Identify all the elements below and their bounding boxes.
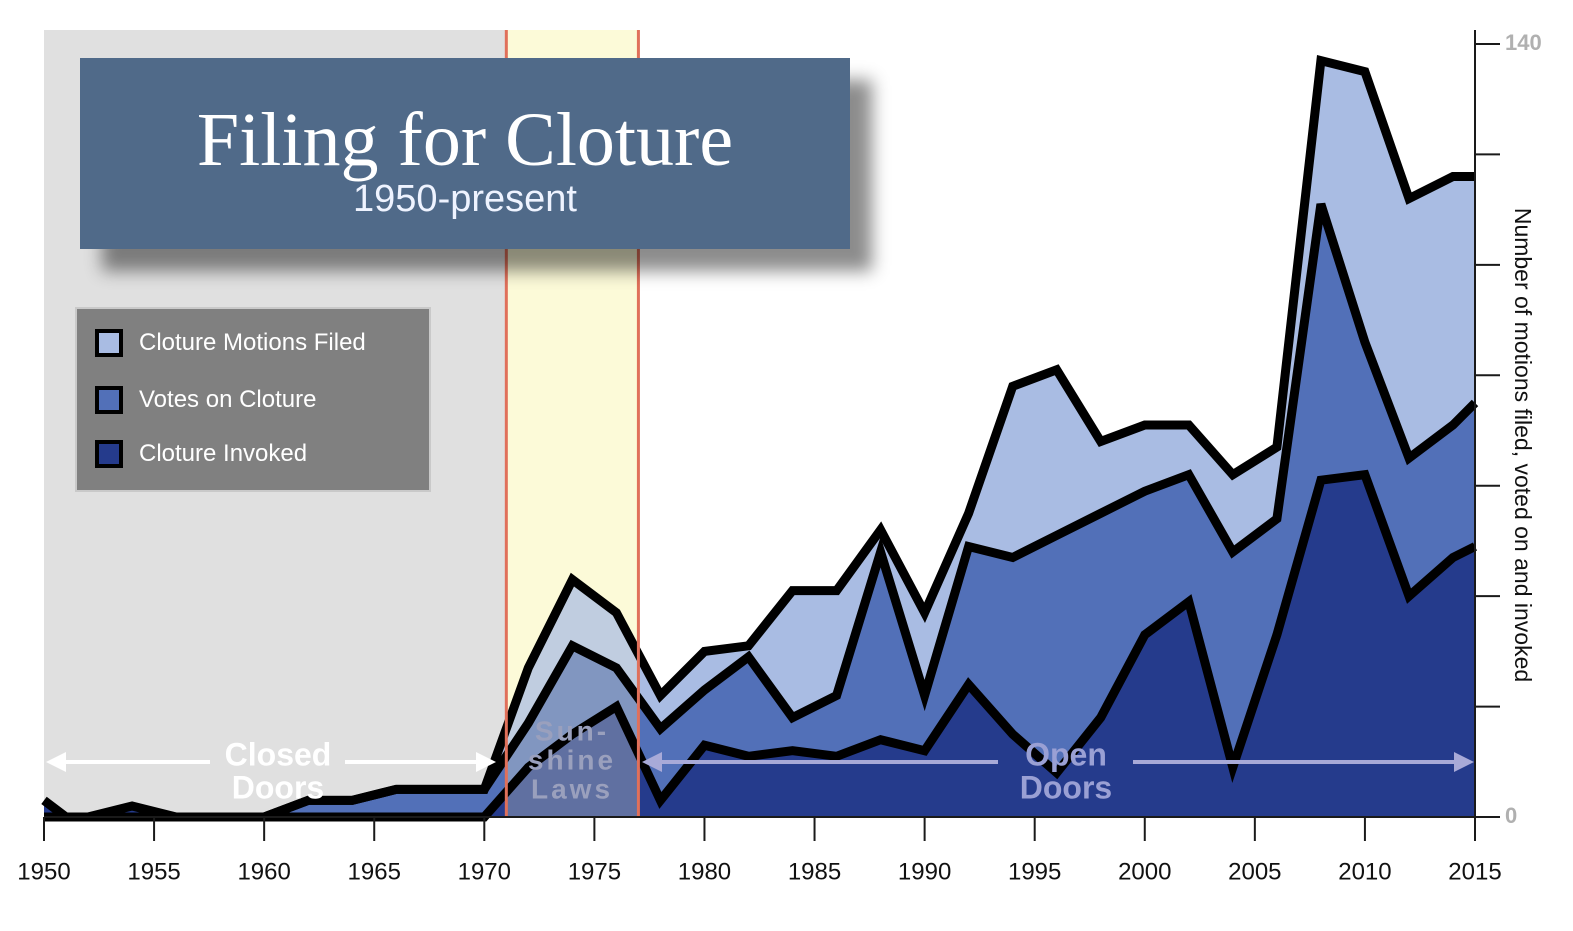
legend: Cloture Motions Filed Votes on Cloture C…	[75, 307, 431, 492]
title-box: Filing for Cloture 1950-present	[80, 58, 850, 249]
x-tick-label: 1975	[568, 858, 621, 885]
era-label-open-doors: Open	[1025, 736, 1107, 772]
x-tick-label: 2010	[1338, 858, 1391, 885]
era-label-closed-doors: Closed	[225, 736, 332, 772]
area-votes	[44, 204, 1475, 818]
chart-title: Filing for Cloture	[196, 98, 734, 182]
era-label-sunshine-laws: Laws	[531, 773, 613, 804]
x-tick-label: 2005	[1228, 858, 1281, 885]
chart-subtitle: 1950-present	[353, 178, 577, 220]
x-tick-label: 1995	[1008, 858, 1061, 885]
y-tick-label: 140	[1505, 30, 1542, 55]
x-tick-label: 1985	[788, 858, 841, 885]
legend-item-invoked: Cloture Invoked	[95, 437, 307, 471]
x-tick-label: 1980	[678, 858, 731, 885]
x-tick-label: 1955	[127, 858, 180, 885]
area-invoked	[44, 474, 1475, 817]
era-label-open-doors: Doors	[1020, 769, 1112, 805]
x-tick-label: 2015	[1448, 858, 1501, 885]
x-tick-label: 1960	[237, 858, 290, 885]
legend-label-filed: Cloture Motions Filed	[139, 329, 366, 356]
legend-label-votes: Votes on Cloture	[139, 386, 317, 413]
x-tick-label: 2000	[1118, 858, 1171, 885]
era-label-closed-doors: Doors	[232, 769, 324, 805]
legend-item-votes: Votes on Cloture	[95, 383, 316, 417]
y-tick-label: 0	[1505, 803, 1517, 828]
x-tick-label: 1950	[17, 858, 70, 885]
x-tick-label: 1990	[898, 858, 951, 885]
legend-label-invoked: Cloture Invoked	[139, 440, 308, 467]
era-label-sunshine-laws: Sun-	[535, 715, 609, 746]
y-axis-label: Number of motions filed, voted on and in…	[1510, 208, 1536, 682]
legend-swatch-invoked	[95, 440, 123, 468]
legend-swatch-votes	[95, 386, 123, 414]
legend-item-filed: Cloture Motions Filed	[95, 326, 366, 360]
era-label-sunshine-laws: shine	[528, 744, 616, 775]
legend-swatch-filed	[95, 329, 123, 357]
x-tick-label: 1965	[348, 858, 401, 885]
x-tick-label: 1970	[458, 858, 511, 885]
